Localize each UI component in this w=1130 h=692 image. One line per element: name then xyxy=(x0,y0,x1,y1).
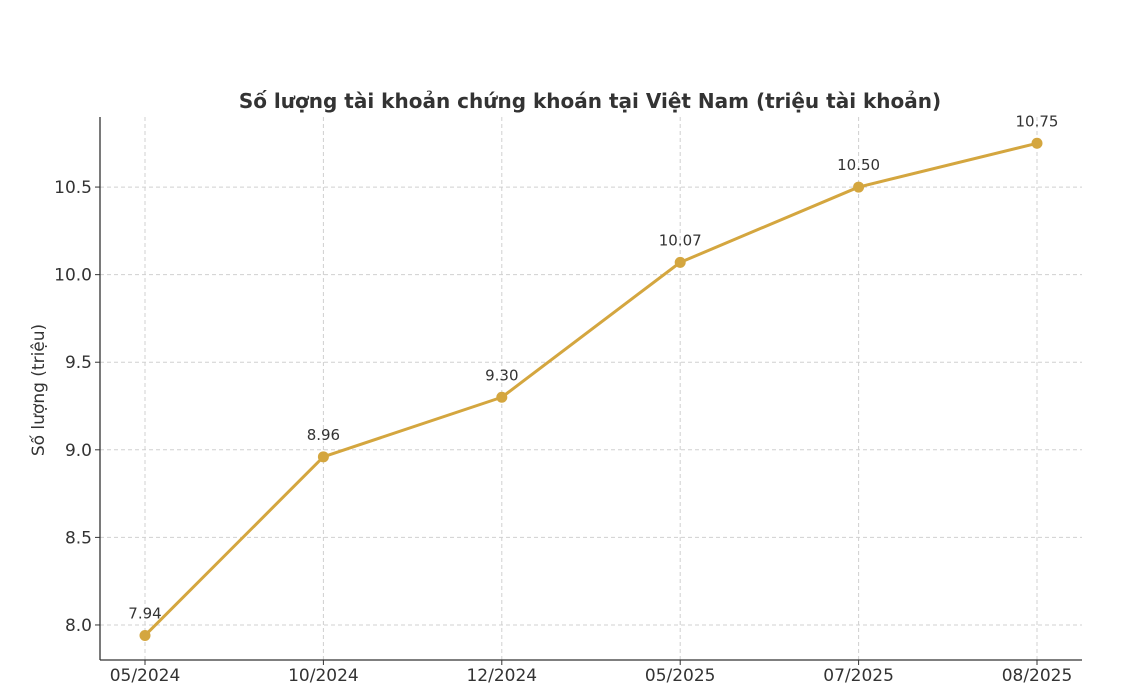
axes xyxy=(95,117,1082,665)
series-line xyxy=(143,141,1038,637)
y-axis-label: Số lượng (triệu) xyxy=(28,324,49,456)
series-layer xyxy=(139,137,1043,641)
x-tick-label: 10/2024 xyxy=(288,666,359,686)
x-tick-label: 05/2025 xyxy=(645,666,716,686)
y-tick-label: 9.5 xyxy=(65,353,92,373)
grid-lines xyxy=(100,117,1082,660)
data-point xyxy=(674,256,686,268)
x-tick-label: 05/2024 xyxy=(110,666,181,686)
x-tick-label: 12/2024 xyxy=(466,666,537,686)
data-label: 10.75 xyxy=(1016,112,1059,130)
data-point xyxy=(496,391,508,403)
data-label: 7.94 xyxy=(128,604,161,622)
data-point xyxy=(1031,137,1043,149)
y-tick-label: 8.0 xyxy=(65,616,92,636)
x-tick-label: 08/2025 xyxy=(1002,666,1073,686)
data-point xyxy=(139,629,151,641)
y-tick-label: 8.5 xyxy=(65,528,92,548)
data-point xyxy=(853,181,865,193)
y-tick-label: 10.5 xyxy=(54,178,92,198)
data-label: 10.07 xyxy=(659,231,702,249)
chart-title: Số lượng tài khoản chứng khoán tại Việt … xyxy=(239,89,941,113)
x-tick-label: 07/2025 xyxy=(823,666,894,686)
data-labels: 7.94 8.96 9.30 10.07 10.50 10.75 xyxy=(128,112,1058,622)
data-point xyxy=(317,451,329,463)
tick-labels: 8.0 8.5 9.0 9.5 10.0 10.5 05/2024 10/2024 12/202… xyxy=(54,178,1072,686)
y-tick-label: 9.0 xyxy=(65,441,92,461)
data-label: 8.96 xyxy=(307,426,340,444)
data-label: 9.30 xyxy=(485,366,518,384)
data-label: 10.50 xyxy=(837,156,880,174)
y-tick-label: 10.0 xyxy=(54,266,92,286)
